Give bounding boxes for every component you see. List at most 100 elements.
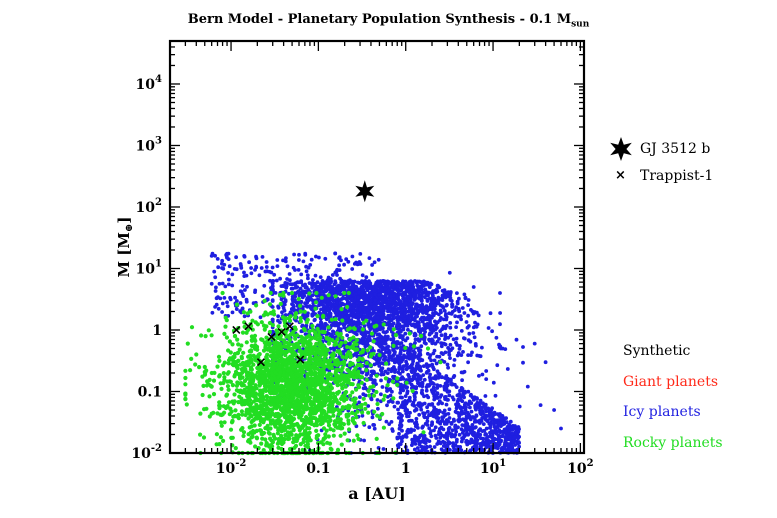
icy-planet-point <box>459 394 463 399</box>
rocky-planet-point <box>267 329 272 335</box>
icy-planet-point <box>425 409 430 414</box>
icy-planet-point <box>475 322 480 327</box>
icy-planet-point <box>451 337 456 342</box>
icy-planet-point <box>361 306 366 311</box>
icy-planet-point <box>462 311 467 315</box>
icy-planet-point <box>387 300 392 304</box>
icy-planet-point <box>340 287 345 292</box>
rocky-planet-point <box>326 293 331 298</box>
icy-planet-point <box>503 420 508 424</box>
icy-planet-point <box>372 260 377 265</box>
icy-planet-point <box>333 270 338 275</box>
icy-planet-point <box>399 385 403 390</box>
icy-planet-point <box>492 424 497 429</box>
rocky-planet-point <box>225 384 231 389</box>
icy-planet-point <box>406 351 410 356</box>
icy-planet-point <box>273 291 278 295</box>
icy-planet-point <box>381 372 386 377</box>
icy-planet-point <box>415 280 419 285</box>
icy-planet-point <box>471 439 476 444</box>
icy-planet-point <box>230 310 235 315</box>
icy-planet-point <box>509 424 514 429</box>
icy-planet-point <box>360 287 365 292</box>
icy-planet-point <box>291 303 295 307</box>
icy-planet-point <box>459 439 464 444</box>
icy-planet-point <box>497 428 502 432</box>
icy-planet-point <box>269 270 274 275</box>
rocky-planet-point <box>356 436 361 442</box>
rocky-planet-point <box>346 290 351 296</box>
icy-planet-point <box>447 416 452 420</box>
icy-planet-point <box>521 360 525 365</box>
icy-planet-point <box>431 294 435 298</box>
icy-planet-point <box>216 306 221 311</box>
icy-planet-point <box>433 334 437 339</box>
point-clouds <box>183 251 563 456</box>
rocky-planet-point <box>361 396 366 401</box>
icy-planet-point <box>447 407 452 412</box>
icy-planet-point <box>306 265 311 270</box>
icy-planet-point <box>395 400 400 405</box>
icy-planet-point <box>432 428 436 433</box>
rocky-planet-point <box>326 325 331 330</box>
icy-planet-point <box>407 378 412 382</box>
icy-planet-point <box>424 362 429 367</box>
icy-planet-point <box>350 283 355 288</box>
icy-planet-point <box>394 311 398 316</box>
icy-planet-point <box>469 409 474 414</box>
icy-planet-point <box>220 301 225 306</box>
icy-planet-point <box>222 296 227 300</box>
icy-planet-point <box>411 400 416 405</box>
icy-planet-point <box>457 309 462 314</box>
icy-planet-point <box>359 312 363 316</box>
icy-planet-point <box>416 376 421 380</box>
rocky-planet-point <box>374 323 379 328</box>
icy-planet-point <box>466 338 471 343</box>
icy-planet-point <box>442 290 447 295</box>
icy-planet-point <box>283 259 288 264</box>
icy-planet-point <box>412 447 417 452</box>
icy-planet-point <box>383 369 388 374</box>
icy-planet-point <box>420 283 425 288</box>
icy-planet-point <box>508 419 513 424</box>
icy-planet-point <box>446 440 451 444</box>
icy-planet-point <box>543 360 548 365</box>
icy-planet-point <box>414 386 418 391</box>
icy-planet-point <box>284 256 288 261</box>
rocky-planet-point <box>209 333 214 338</box>
icy-planet-point <box>386 379 391 384</box>
icy-planet-point <box>223 284 228 289</box>
icy-planet-point <box>354 285 359 290</box>
icy-planet-point <box>433 425 438 430</box>
icy-planet-point <box>213 289 218 293</box>
icy-planet-point <box>264 265 269 269</box>
icy-planet-point <box>488 434 493 439</box>
icy-planet-point <box>437 312 441 317</box>
icy-planet-point <box>242 270 246 275</box>
icy-planet-point <box>275 258 280 262</box>
icy-planet-point <box>420 315 424 320</box>
icy-planet-point <box>464 438 469 443</box>
icy-planet-point <box>466 303 470 307</box>
icy-planet-point <box>397 431 401 436</box>
icy-planet-point <box>375 319 380 324</box>
icy-planet-point <box>402 319 407 324</box>
icy-planet-point <box>293 268 297 272</box>
icy-planet-point <box>455 320 459 325</box>
icy-planet-point <box>304 269 309 274</box>
icy-planet-point <box>358 262 363 266</box>
icy-planet-point <box>343 315 348 320</box>
icy-planet-point <box>338 304 343 308</box>
icy-planet-point <box>387 422 392 426</box>
icy-planet-point <box>512 435 517 440</box>
icy-planet-point <box>501 446 506 451</box>
rocky-planet-point <box>216 354 222 359</box>
rocky-planet-point <box>333 294 338 299</box>
icy-planet-point <box>463 401 468 406</box>
icy-planet-point <box>422 401 427 406</box>
icy-planet-point <box>435 354 439 359</box>
icy-planet-point <box>372 315 377 320</box>
icy-planet-point <box>245 284 249 289</box>
icy-planet-point <box>328 301 333 306</box>
